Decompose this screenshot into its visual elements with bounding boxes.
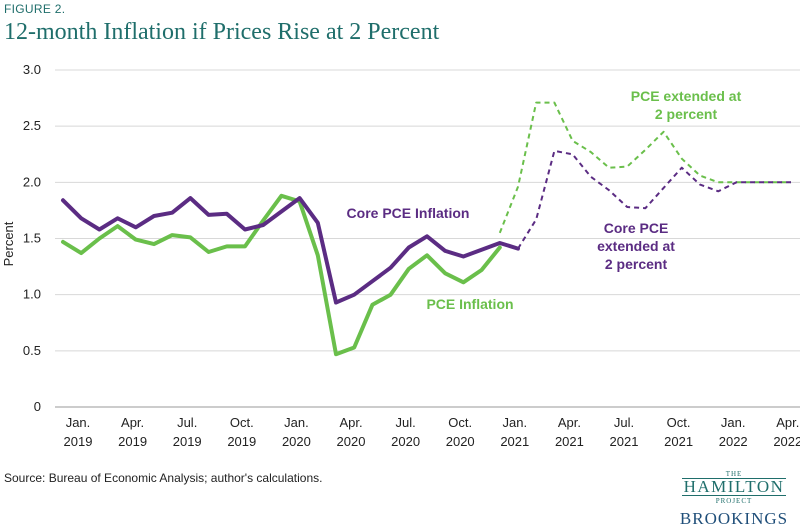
y-tick-label: 0 — [34, 399, 41, 414]
x-tick-year: 2021 — [555, 434, 584, 449]
x-tick-month: Jul. — [614, 415, 634, 430]
x-tick-month: Jul. — [395, 415, 415, 430]
figure-label: FIGURE 2. — [4, 2, 66, 16]
x-axis-ticks: Jan. 2019 Apr. 2019 Jul. 2019 Oct. 2019 Jan. 2020… — [64, 415, 800, 449]
x-tick-label: Apr. 2020 — [337, 415, 366, 449]
x-tick-year: 2022 — [773, 434, 800, 449]
x-tick-label: Apr. 2021 — [555, 415, 584, 449]
x-tick-year: 2019 — [118, 434, 147, 449]
chart-title: 12-month Inflation if Prices Rise at 2 P… — [4, 19, 440, 45]
x-tick-label: Oct. 2020 — [446, 415, 475, 449]
x-tick-year: 2020 — [391, 434, 420, 449]
x-tick-year: 2019 — [64, 434, 93, 449]
x-tick-label: Jan. 2019 — [64, 415, 93, 449]
series-lines — [61, 101, 791, 357]
x-tick-month: Jan. — [721, 415, 746, 430]
x-tick-month: Apr. — [558, 415, 581, 430]
annotations: Core PCE Inflation PCE Inflation PCE exten… — [347, 88, 742, 312]
x-tick-label: Jul. 2020 — [391, 415, 420, 449]
logo-the: THE — [725, 470, 743, 478]
y-tick-label: 1.0 — [23, 287, 41, 302]
y-axis-ticks: 0 0.5 1.0 1.5 2.0 2.5 3.0 — [23, 62, 41, 414]
x-tick-month: Jan. — [284, 415, 309, 430]
x-tick-label: Apr. 2019 — [118, 415, 147, 449]
x-tick-year: 2022 — [719, 434, 748, 449]
x-tick-month: Oct. — [448, 415, 472, 430]
y-tick-label: 3.0 — [23, 62, 41, 77]
x-tick-year: 2020 — [282, 434, 311, 449]
x-tick-label: Jan. 2022 — [719, 415, 748, 449]
series-line-pce-inflation — [61, 193, 502, 357]
series-line-core-pce-extended-at-2-percent — [517, 149, 791, 250]
x-tick-year: 2020 — [337, 434, 366, 449]
x-tick-month: Apr. — [339, 415, 362, 430]
x-tick-month: Jul. — [177, 415, 197, 430]
annotation-label: PCE extended at 2 percent — [631, 88, 742, 122]
x-tick-month: Apr. — [776, 415, 799, 430]
x-tick-year: 2021 — [500, 434, 529, 449]
annotation-label: PCE Inflation — [426, 296, 513, 312]
x-tick-month: Oct. — [667, 415, 691, 430]
x-tick-year: 2019 — [173, 434, 202, 449]
hamilton-brookings-logo: THE HAMILTON PROJECT BROOKINGS — [674, 470, 794, 529]
annotation-label: Core PCE extended at 2 percent — [597, 220, 675, 272]
y-tick-label: 0.5 — [23, 343, 41, 358]
series-line-pce-extended-at-2-percent — [498, 101, 791, 234]
x-tick-label: Oct. 2021 — [664, 415, 693, 449]
x-tick-year: 2019 — [227, 434, 256, 449]
x-tick-month: Jan. — [503, 415, 528, 430]
logo-project: PROJECT — [715, 497, 753, 505]
y-tick-label: 2.5 — [23, 118, 41, 133]
x-tick-label: Apr. 2022 — [773, 415, 800, 449]
gridlines — [55, 69, 800, 408]
x-tick-year: 2020 — [446, 434, 475, 449]
x-tick-label: Oct. 2019 — [227, 415, 256, 449]
x-tick-year: 2021 — [664, 434, 693, 449]
x-tick-month: Oct. — [230, 415, 254, 430]
x-tick-label: Jul. 2019 — [173, 415, 202, 449]
logo-hamilton: HAMILTON — [681, 477, 787, 496]
x-tick-label: Jan. 2021 — [500, 415, 529, 449]
x-tick-month: Jan. — [66, 415, 91, 430]
x-tick-label: Jul. 2021 — [610, 415, 639, 449]
source-note: Source: Bureau of Economic Analysis; aut… — [4, 471, 323, 485]
annotation-label: Core PCE Inflation — [347, 205, 470, 221]
y-axis-label: Percent — [1, 221, 16, 266]
x-tick-label: Jan. 2020 — [282, 415, 311, 449]
x-tick-year: 2021 — [610, 434, 639, 449]
logo-brookings: BROOKINGS — [679, 509, 789, 528]
y-tick-label: 1.5 — [23, 231, 41, 246]
x-tick-month: Apr. — [121, 415, 144, 430]
y-tick-label: 2.0 — [23, 174, 41, 189]
series-line-core-pce-inflation — [61, 196, 520, 305]
